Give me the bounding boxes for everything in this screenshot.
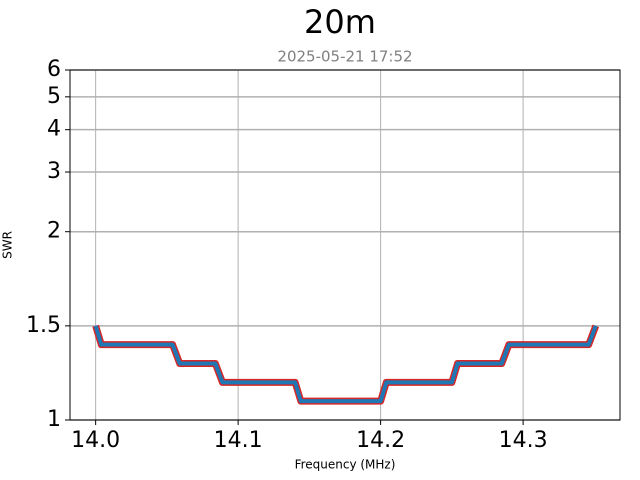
x-tick-label: 14.1 — [214, 428, 263, 453]
y-tick-label: 4 — [47, 117, 61, 142]
y-tick-label: 5 — [47, 84, 61, 109]
y-axis-label: SWR — [1, 231, 15, 259]
plot-frame — [69, 69, 621, 421]
y-tick-label: 1.5 — [26, 313, 61, 338]
x-tick-label: 14.3 — [499, 428, 548, 453]
y-tick-label: 6 — [47, 57, 61, 82]
y-tick-label: 1 — [47, 407, 61, 432]
y-tick-label: 3 — [47, 159, 61, 184]
x-tick-label: 14.0 — [71, 428, 120, 453]
chart-title: 20m — [304, 3, 376, 41]
line — [93, 325, 598, 404]
chart-subtitle: 2025-05-21 17:52 — [277, 48, 412, 66]
y-tick-label: 2 — [47, 219, 61, 244]
x-axis-label: Frequency (MHz) — [295, 458, 396, 472]
x-tick-label: 14.2 — [356, 428, 405, 453]
